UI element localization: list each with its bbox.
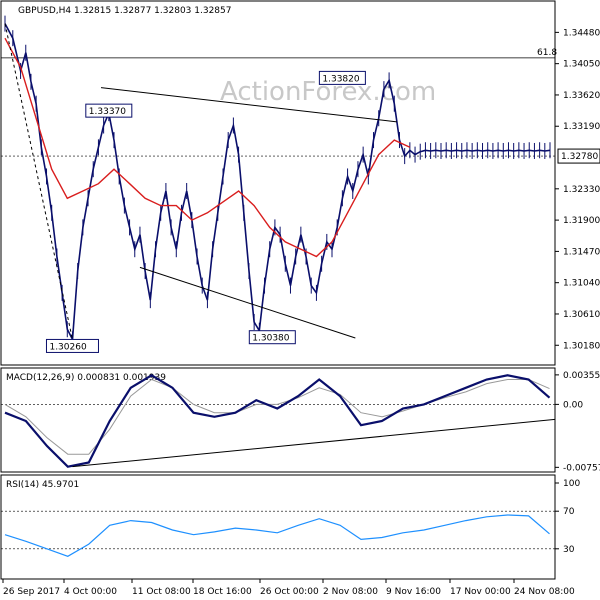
price-y-tick-label: 1.30610 — [563, 310, 600, 320]
macd-line — [4, 374, 551, 468]
price-annotation-box — [318, 70, 366, 85]
price-y-tick-label: 1.31470 — [563, 247, 600, 257]
rsi-y-tick-label: 100 — [563, 479, 580, 489]
price-y-ticks: 1.34480 1.34050 1.33620 1.33190 1.32330 1.319… — [555, 28, 600, 351]
macd-y-tick-label: 0.00 — [563, 400, 583, 410]
macd-panel — [0, 367, 556, 473]
x-axis-labels: 26 Sep 2017 4 Oct 00:00 11 Oct 08:00 18 Oct… — [2, 579, 575, 597]
upper-trendline — [100, 87, 397, 123]
x-tick-label: 26 Oct 00:00 — [260, 587, 319, 597]
macd-signal-line — [4, 378, 550, 455]
macd-y-tick-label: 0.003554 — [563, 371, 600, 381]
lower-trendline — [139, 266, 356, 339]
x-tick-label: 11 Oct 08:00 — [132, 587, 191, 597]
price-y-tick-label: 1.31040 — [563, 279, 600, 289]
x-tick-label: 9 Nov 16:00 — [386, 587, 441, 597]
rsi-line — [4, 514, 550, 557]
x-tick-label: 26 Sep 2017 — [3, 587, 60, 597]
price-grid: 61.8 — [1, 48, 557, 157]
price-annotation-label: 1.30380 — [252, 334, 289, 344]
rsi-series — [1, 510, 555, 557]
rsi-title: RSI(14) 45.9701 — [6, 480, 79, 490]
price-y-tick-label: 1.34480 — [563, 28, 600, 38]
price-y-tick-label: 1.31900 — [563, 216, 600, 226]
moving-average-line — [4, 37, 411, 258]
price-series — [4, 15, 551, 348]
price-annotations: 1.30260 1.33370 1.33820 1.30380 — [45, 70, 366, 353]
macd-y-tick-label: -0.007579 — [563, 463, 600, 473]
x-tick-label: 17 Nov 00:00 — [450, 587, 511, 597]
price-y-tick-label: 1.34050 — [563, 60, 600, 70]
rsi-y-tick-label: 30 — [563, 545, 575, 555]
macd-series — [1, 374, 556, 468]
rsi-panel — [0, 474, 556, 580]
price-annotation-box — [45, 338, 99, 353]
price-annotation-label: 1.33370 — [89, 107, 126, 117]
x-tick-label: 24 Nov 08:00 — [514, 587, 575, 597]
x-tick-label: 4 Oct 00:00 — [64, 587, 117, 597]
fib-label: 61.8 — [537, 48, 557, 58]
x-tick-label: 2 Nov 08:00 — [323, 587, 378, 597]
price-annotation-box — [248, 330, 296, 345]
price-annotation-label: 1.30260 — [49, 342, 86, 352]
current-price-box — [557, 148, 600, 164]
price-annotation-label: 1.33820 — [322, 74, 359, 84]
chart-title: GBPUSD,H4 1.32815 1.32877 1.32803 1.3285… — [18, 6, 231, 16]
current-price-label: 1.32780 — [561, 152, 598, 162]
price-y-tick-label: 1.30180 — [563, 341, 600, 351]
macd-trendline — [72, 418, 556, 468]
macd-y-ticks: 0.003554 0.00 -0.007579 — [555, 371, 600, 473]
price-y-tick-label: 1.33190 — [563, 122, 600, 132]
price-y-tick-label: 1.32330 — [563, 185, 600, 195]
price-panel — [0, 0, 556, 366]
rsi-y-ticks: 100 70 30 — [555, 479, 580, 555]
macd-title: MACD(12,26,9) 0.000831 0.001939 — [6, 373, 166, 383]
rsi-y-tick-label: 70 — [563, 507, 575, 517]
price-annotation-box — [85, 103, 133, 118]
x-tick-label: 18 Oct 16:00 — [193, 587, 252, 597]
price-y-tick-label: 1.33620 — [563, 91, 600, 101]
